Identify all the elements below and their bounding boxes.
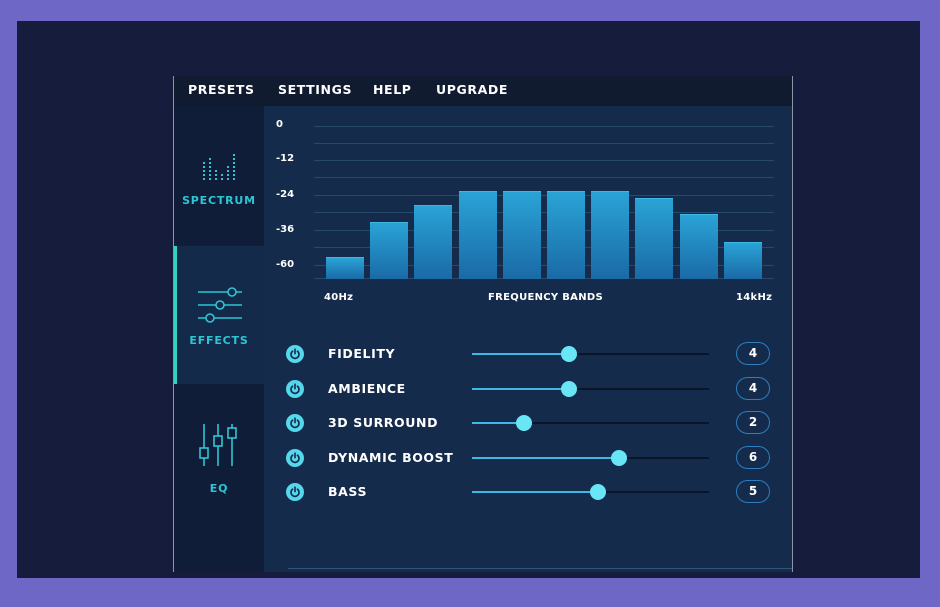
- effect-label: 3D SURROUND: [328, 415, 439, 430]
- y-tick: 0: [276, 119, 283, 130]
- effect-value[interactable]: 4: [736, 342, 770, 365]
- power-icon[interactable]: [286, 380, 304, 398]
- sliders-icon: [198, 287, 242, 323]
- effect-label: BASS: [328, 484, 368, 499]
- audio-app: PRESETS SETTINGS HELP UPGRADE S: [173, 76, 793, 572]
- spectrum-bar: [370, 222, 408, 279]
- effect-slider[interactable]: [472, 415, 709, 431]
- effect-label: DYNAMIC BOOST: [328, 450, 454, 465]
- menu-settings[interactable]: SETTINGS: [278, 82, 353, 97]
- gridline: [314, 126, 774, 127]
- spectrum-bar: [724, 242, 762, 279]
- effect-row: 3D SURROUND 2: [266, 409, 792, 437]
- gridline: [314, 177, 774, 178]
- slider-fill: [472, 457, 619, 459]
- effect-slider[interactable]: [472, 346, 709, 362]
- sidebar-item-label: EFFECTS: [189, 334, 249, 347]
- effect-label: AMBIENCE: [328, 381, 406, 396]
- effect-row: FIDELITY 4: [266, 340, 792, 368]
- effect-row: DYNAMIC BOOST 6: [266, 444, 792, 472]
- sidebar-item-label: SPECTRUM: [182, 194, 256, 207]
- spectrum-bar: [635, 198, 673, 279]
- sidebar-item-spectrum[interactable]: SPECTRUM: [174, 106, 264, 246]
- x-end-label: 14kHz: [736, 292, 773, 303]
- menu-bar: PRESETS SETTINGS HELP UPGRADE: [174, 76, 792, 106]
- y-tick: -24: [276, 189, 295, 200]
- gridline: [314, 195, 774, 196]
- sidebar-item-effects[interactable]: EFFECTS: [174, 246, 264, 384]
- slider-thumb[interactable]: [561, 346, 578, 362]
- power-icon[interactable]: [286, 449, 304, 467]
- sidebar: SPECTRUM EFFECTS: [174, 106, 264, 572]
- power-icon[interactable]: [286, 483, 304, 501]
- effect-slider[interactable]: [472, 381, 709, 397]
- spectrum-bar: [326, 257, 364, 279]
- slider-fill: [472, 388, 570, 390]
- slider-fill: [472, 353, 570, 355]
- slider-fill: [472, 491, 598, 493]
- x-axis-title: FREQUENCY BANDS: [488, 292, 603, 303]
- gridline: [314, 230, 774, 231]
- y-tick: -60: [276, 259, 295, 270]
- eq-icon: [199, 424, 237, 466]
- gridline: [314, 278, 774, 279]
- effect-value[interactable]: 6: [736, 446, 770, 469]
- effect-row: BASS 5: [266, 478, 792, 506]
- main-panel: 0 -12 -24 -36 -60 40Hz FREQUENCY BANDS 1…: [266, 106, 792, 572]
- menu-upgrade[interactable]: UPGRADE: [436, 82, 508, 97]
- gridline: [314, 247, 774, 248]
- effect-label: FIDELITY: [328, 346, 396, 361]
- effect-value[interactable]: 4: [736, 377, 770, 400]
- gridline: [314, 212, 774, 213]
- slider-thumb[interactable]: [589, 484, 606, 500]
- spectrum-bar: [503, 191, 541, 279]
- spectrum-icon: [203, 154, 235, 180]
- gridline: [314, 265, 774, 266]
- y-tick: -12: [276, 153, 295, 164]
- slider-thumb[interactable]: [516, 415, 533, 431]
- gridline: [314, 143, 774, 144]
- x-start-label: 40Hz: [324, 292, 354, 303]
- menu-presets[interactable]: PRESETS: [188, 82, 255, 97]
- y-tick: -36: [276, 224, 295, 235]
- slider-thumb[interactable]: [561, 381, 578, 397]
- sidebar-item-label: EQ: [209, 482, 229, 495]
- spectrum-bar: [591, 191, 629, 279]
- spectrum-bar: [459, 191, 497, 279]
- menu-help[interactable]: HELP: [373, 82, 412, 97]
- spectrum-bar: [680, 214, 718, 279]
- power-icon[interactable]: [286, 345, 304, 363]
- effect-slider[interactable]: [472, 484, 709, 500]
- effect-value[interactable]: 5: [736, 480, 770, 503]
- divider: [288, 568, 792, 569]
- effect-row: AMBIENCE 4: [266, 375, 792, 403]
- spectrum-bar: [547, 191, 585, 279]
- sidebar-item-eq[interactable]: EQ: [174, 384, 264, 514]
- slider-thumb[interactable]: [610, 450, 627, 466]
- window-frame: PRESETS SETTINGS HELP UPGRADE S: [17, 21, 920, 578]
- spectrum-bar: [414, 205, 452, 279]
- power-icon[interactable]: [286, 414, 304, 432]
- effect-slider[interactable]: [472, 450, 709, 466]
- effect-value[interactable]: 2: [736, 411, 770, 434]
- slider-fill: [472, 422, 525, 424]
- gridline: [314, 160, 774, 161]
